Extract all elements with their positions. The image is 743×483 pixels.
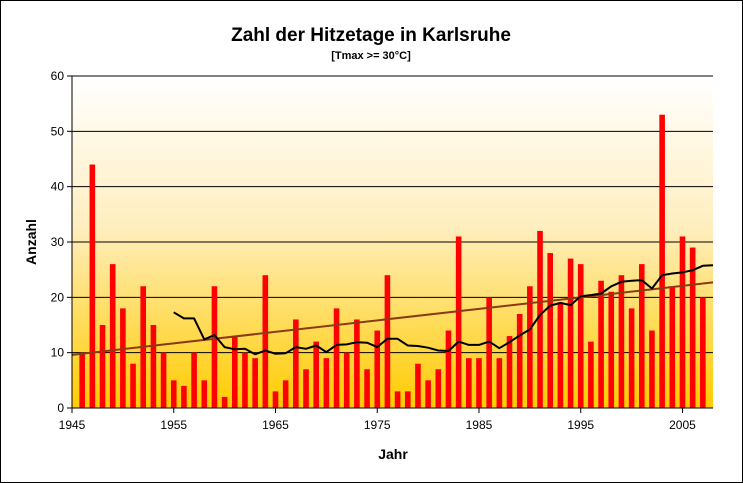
y-tick-label: 40 — [51, 180, 65, 194]
bar — [445, 330, 452, 408]
bar — [120, 308, 126, 408]
bar — [649, 330, 655, 408]
y-tick-label: 30 — [51, 235, 65, 249]
chart-title: Zahl der Hitzetage in Karlsruhe — [231, 25, 511, 46]
bar — [89, 164, 96, 408]
y-tick-label: 60 — [51, 69, 65, 83]
bar — [242, 352, 248, 408]
bar — [394, 391, 401, 408]
bar — [567, 258, 574, 408]
bar — [588, 341, 594, 408]
bar — [689, 247, 696, 408]
x-tick-label: 1955 — [160, 418, 187, 432]
bar — [181, 385, 187, 408]
bar — [150, 325, 157, 408]
bar — [99, 325, 106, 408]
bar — [466, 358, 472, 408]
bar — [476, 358, 482, 408]
bar — [700, 297, 706, 408]
bar — [323, 358, 330, 408]
y-tick-label: 20 — [51, 290, 65, 304]
bar — [272, 391, 279, 408]
x-tick-label: 2005 — [669, 418, 696, 432]
gridlines — [72, 75, 713, 354]
bar — [618, 275, 625, 408]
y-tick-label: 10 — [51, 346, 65, 360]
bar — [628, 308, 635, 408]
bar — [79, 352, 85, 408]
bar — [130, 363, 136, 408]
x-axis-label: Jahr — [378, 446, 408, 462]
bar — [506, 336, 513, 408]
moving-average-line — [173, 264, 714, 356]
bar — [557, 302, 564, 408]
bar — [415, 363, 421, 408]
x-tick-labels: 1945 1955 1965 1975 1985 1995 2005 — [59, 418, 696, 432]
bar — [374, 330, 381, 408]
bar — [435, 369, 442, 408]
bar — [486, 297, 492, 408]
bar — [547, 253, 554, 408]
bar — [516, 313, 523, 408]
bar — [211, 286, 218, 408]
bar — [527, 286, 533, 408]
chart-subtitle: [Tmax >= 30°C] — [331, 50, 411, 62]
x-tick-label: 1985 — [466, 418, 493, 432]
trend-line — [71, 281, 714, 356]
bar — [293, 319, 299, 408]
bar — [282, 380, 289, 408]
bar — [364, 369, 370, 408]
bar — [455, 236, 462, 408]
axes — [67, 75, 713, 413]
bar — [425, 380, 431, 408]
bar — [160, 352, 167, 408]
y-tick-label: 0 — [57, 401, 64, 415]
x-tick-label: 1975 — [364, 418, 391, 432]
bar — [354, 319, 360, 408]
bar — [303, 369, 309, 408]
x-tick-label: 1965 — [262, 418, 289, 432]
bar — [537, 230, 543, 408]
bar — [109, 264, 116, 408]
bar — [201, 380, 208, 408]
bar — [170, 380, 177, 408]
bar — [496, 358, 503, 408]
x-tick-label: 1995 — [567, 418, 594, 432]
bar — [333, 308, 340, 408]
bar — [191, 352, 197, 408]
bar — [313, 341, 319, 408]
y-axis-label: Anzahl — [23, 219, 39, 265]
bar — [252, 358, 258, 408]
bar — [343, 352, 350, 408]
bar — [577, 264, 584, 408]
y-tick-labels: 0 10 20 30 40 50 60 — [51, 69, 65, 415]
bar — [262, 275, 269, 408]
bar — [608, 291, 615, 408]
line-series — [71, 264, 714, 356]
bar — [638, 264, 645, 408]
bar — [384, 275, 391, 408]
bar — [669, 286, 676, 408]
bar — [659, 114, 665, 408]
bar — [598, 280, 604, 408]
y-tick-label: 50 — [51, 124, 65, 138]
bar — [404, 391, 411, 408]
bar — [221, 396, 228, 408]
x-tick-label: 1945 — [59, 418, 86, 432]
bar — [231, 336, 238, 408]
bar — [679, 236, 686, 408]
